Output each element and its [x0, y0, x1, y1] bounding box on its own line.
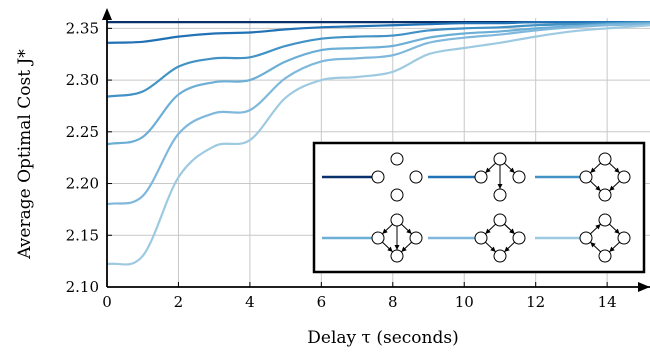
x-tick-label: 8: [388, 293, 398, 311]
legend-graph-arrowhead: [401, 246, 407, 252]
legend-graph-node: [493, 188, 507, 202]
legend-graph-node: [493, 249, 507, 263]
legend-graph-arrowhead: [490, 246, 496, 252]
series-lines: [106, 21, 650, 266]
legend-graph-node: [390, 249, 404, 263]
legend-graph-arrowhead: [614, 167, 620, 173]
y-tick-label: 2.30: [66, 71, 99, 89]
series-line-2: [106, 21, 650, 44]
y-tick-label: 2.10: [66, 278, 99, 296]
legend-graph-node: [474, 231, 488, 245]
legend-graph-node: [512, 231, 526, 245]
legend-graph-node: [493, 213, 507, 227]
x-tick-label: 0: [102, 293, 112, 311]
legend-graph-arrowhead: [590, 242, 596, 248]
x-axis-label: Delay τ (seconds): [307, 328, 458, 348]
y-axis-arrowhead: [102, 8, 112, 20]
legend-graph-icon-1: [371, 152, 423, 202]
legend-graph-arrowhead: [595, 185, 601, 191]
legend-graph-arrowhead: [509, 167, 515, 173]
legend-graph-arrowhead: [394, 245, 400, 250]
legend-graph-arrowhead: [609, 185, 615, 191]
tick-labels: 0 2 4 6 8 10 12 14 2.10 2.15 2.20 2.25 2.30 2.35: [66, 19, 617, 311]
legend-graph-node: [512, 170, 526, 184]
legend-graph-icon-4: [371, 213, 423, 263]
series-line-3: [106, 21, 650, 98]
legend-graph-node: [493, 152, 507, 166]
x-axis-arrowhead: [638, 282, 650, 292]
legend-box: [312, 141, 646, 274]
legend-graph-node: [409, 170, 423, 184]
axes: [102, 8, 650, 292]
legend-graph-arrowhead: [485, 228, 491, 234]
legend-graph-node: [598, 249, 612, 263]
legend-graph-arrowhead: [406, 228, 412, 234]
legend-graph-node: [390, 152, 404, 166]
legend-graph-icon-6: [579, 213, 631, 263]
legend-graph-node: [579, 231, 593, 245]
legend-graph-node: [474, 170, 488, 184]
legend-graph-node: [598, 213, 612, 227]
legend-graph-arrowhead: [497, 184, 503, 189]
legend-graph-icon-2: [474, 152, 526, 202]
y-tick-label: 2.20: [66, 175, 99, 193]
x-tick-label: 12: [526, 293, 545, 311]
legend-graph-node: [390, 213, 404, 227]
legend-graph-node: [598, 188, 612, 202]
series-line-5: [106, 23, 650, 206]
series-line-6: [106, 24, 650, 266]
legend-graph-node: [371, 231, 385, 245]
legend-graph-arrowhead: [595, 224, 601, 230]
legend-graph-arrowhead: [485, 167, 491, 173]
y-axis-label: Average Optimal Cost J*: [15, 49, 35, 260]
legend-graph-arrowhead: [590, 167, 596, 173]
x-tick-label: 10: [455, 293, 474, 311]
y-tick-label: 2.35: [66, 19, 99, 37]
legend-graph-node: [409, 231, 423, 245]
legend-graph-node: [390, 188, 404, 202]
y-tick-label: 2.15: [66, 226, 99, 244]
legend-graph-node: [617, 170, 631, 184]
x-tick-label: 2: [174, 293, 184, 311]
x-tick-label: 14: [598, 293, 617, 311]
legend-graph-arrowhead: [509, 228, 515, 234]
legend-graph-node: [579, 170, 593, 184]
x-tick-label: 6: [317, 293, 327, 311]
legend-graph-icon-3: [579, 152, 631, 202]
legend: [312, 141, 646, 274]
x-tick-label: 4: [245, 293, 255, 311]
series-line-4: [106, 22, 650, 146]
y-tick-label: 2.25: [66, 123, 99, 141]
legend-graph-node: [371, 170, 385, 184]
legend-graph-arrowhead: [387, 246, 393, 252]
legend-graph-arrowhead: [609, 246, 615, 252]
legend-graph-node: [617, 231, 631, 245]
legend-graph-arrowhead: [504, 246, 510, 252]
legend-graph-icon-5: [474, 213, 526, 263]
legend-graph-arrowhead: [614, 228, 620, 234]
legend-graph-node: [598, 152, 612, 166]
legend-graph-arrowhead: [382, 228, 388, 234]
